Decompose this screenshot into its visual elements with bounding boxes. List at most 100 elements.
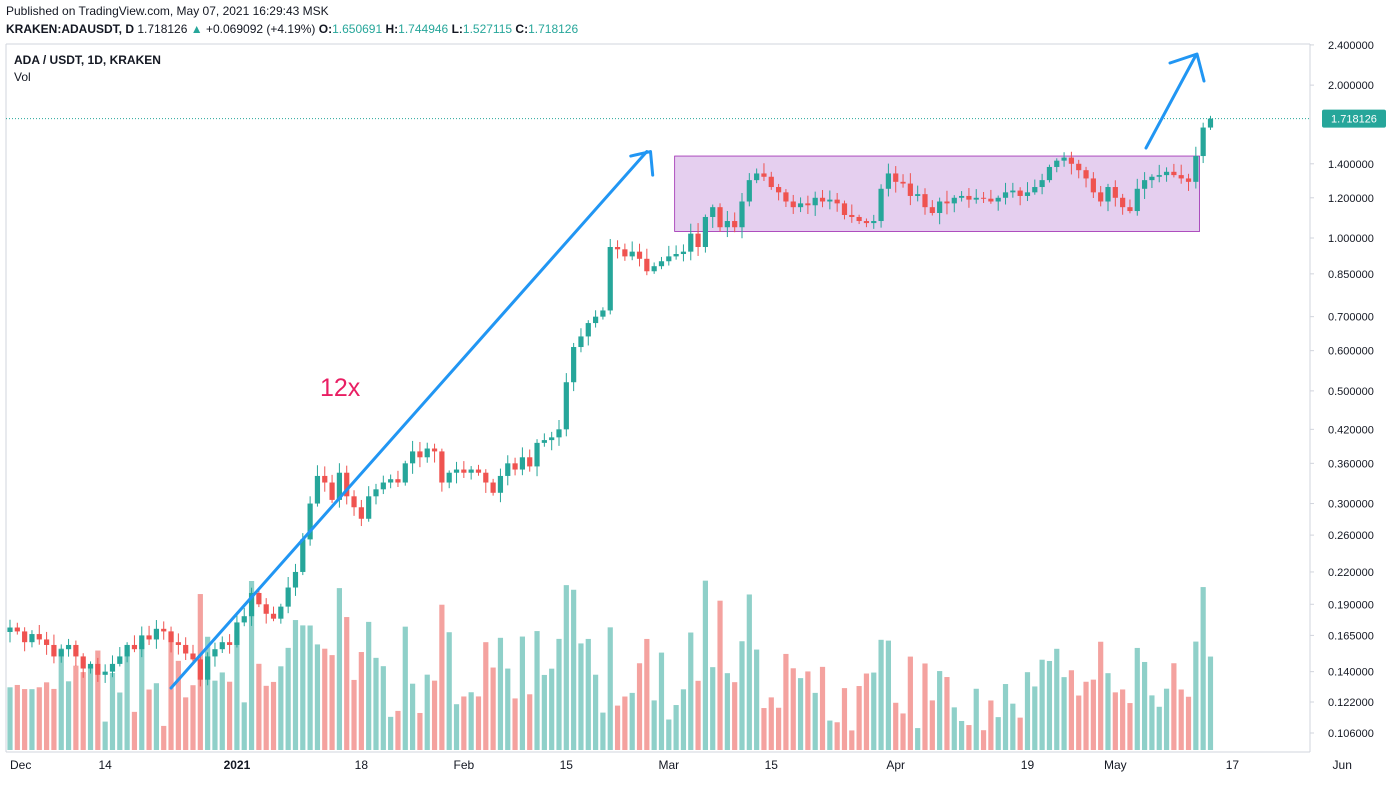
x-tick-label: 18 xyxy=(355,758,369,772)
volume-bar xyxy=(578,643,584,750)
volume-bar xyxy=(292,620,299,750)
candle-body xyxy=(995,197,1001,202)
high-label: H: xyxy=(385,22,399,36)
candle-body xyxy=(629,251,635,257)
candle-body xyxy=(937,201,943,214)
volume-bar xyxy=(1032,686,1038,750)
volume-bar xyxy=(724,673,730,750)
volume-bar xyxy=(270,681,277,750)
candle-body xyxy=(878,188,884,222)
volume-bar xyxy=(505,668,511,750)
candle-body xyxy=(475,469,482,473)
volume-bar xyxy=(417,712,423,750)
candle-body xyxy=(36,634,42,640)
volume-bar xyxy=(995,717,1001,750)
candle-body xyxy=(1098,192,1104,202)
x-tick-label: 2021 xyxy=(224,758,251,772)
volume-bar xyxy=(366,621,372,750)
x-tick-label: Feb xyxy=(453,758,474,772)
candle-body xyxy=(827,199,833,202)
candle-body xyxy=(161,628,167,632)
volume-bar xyxy=(212,680,218,750)
volume-bar xyxy=(424,674,430,750)
candle-body xyxy=(388,479,394,483)
volume-bar xyxy=(893,702,899,750)
low-label: L: xyxy=(451,22,463,36)
y-tick-label: 0.260000 xyxy=(1328,530,1374,542)
candle-body xyxy=(556,429,562,438)
volume-bar xyxy=(812,692,818,750)
candle-body xyxy=(644,258,650,272)
volume-bar xyxy=(329,655,335,750)
volume-bar xyxy=(117,692,123,750)
candle-body xyxy=(819,197,826,202)
candle-body xyxy=(190,653,196,660)
candle-body xyxy=(227,642,233,645)
volume-bar xyxy=(1054,648,1060,750)
volume-bar xyxy=(534,631,540,750)
candle-body xyxy=(446,472,452,483)
candle-body xyxy=(453,469,460,473)
x-tick-label: May xyxy=(1104,758,1127,772)
volume-bar xyxy=(871,672,877,750)
candle-body xyxy=(248,592,255,617)
volume-bar xyxy=(410,683,416,750)
volume-bar xyxy=(446,632,452,750)
candle-body xyxy=(571,347,577,383)
volume-bar xyxy=(1039,659,1045,750)
volume-bar xyxy=(988,700,994,750)
volume-bar xyxy=(248,581,255,750)
candle-body xyxy=(1002,192,1009,198)
up-arrow-icon: ▲ xyxy=(190,22,203,36)
change: +0.069092 (+4.19%) xyxy=(205,22,316,36)
volume-bar xyxy=(131,711,138,750)
candle-body xyxy=(841,203,848,215)
y-tick-label: 0.106000 xyxy=(1328,728,1374,740)
volume-bar xyxy=(58,648,64,750)
x-tick-label: Dec xyxy=(10,758,31,772)
y-tick-label: 0.360000 xyxy=(1328,458,1374,470)
candle-body xyxy=(278,606,284,619)
x-tick-label: Mar xyxy=(658,758,679,772)
volume-bar xyxy=(307,625,313,750)
candle-body xyxy=(900,181,906,184)
candle-body xyxy=(600,310,606,317)
high-value: 1.744946 xyxy=(398,22,449,36)
candle-body xyxy=(44,639,50,645)
volume-bar xyxy=(395,710,401,750)
volume-bar xyxy=(585,638,591,750)
volume-bar xyxy=(1149,695,1155,750)
trend-arrow-line xyxy=(169,150,649,690)
candle-body xyxy=(1076,163,1082,171)
candle-body xyxy=(1178,175,1184,179)
y-tick-label: 0.140000 xyxy=(1328,667,1374,679)
volume-bar xyxy=(929,700,935,750)
volume-bar xyxy=(761,708,767,750)
volume-bar xyxy=(1134,647,1140,750)
y-tick-label: 0.300000 xyxy=(1328,499,1374,511)
candle-body xyxy=(102,671,108,675)
candle-body xyxy=(212,649,218,657)
candle-body xyxy=(461,469,467,473)
candle-body xyxy=(1010,190,1016,193)
volume-bar xyxy=(497,637,504,750)
volume-bar xyxy=(732,682,738,750)
candle-body xyxy=(1024,192,1031,196)
volume-bar xyxy=(907,656,913,750)
volume-bar xyxy=(746,594,752,750)
projection-arrow-head xyxy=(1168,52,1206,83)
volume-bar xyxy=(856,686,862,750)
candle-body xyxy=(797,203,804,208)
candle-body xyxy=(117,656,123,664)
volume-bar xyxy=(146,689,152,750)
volume-bar xyxy=(190,685,196,750)
volume-bar xyxy=(1068,670,1074,750)
range-box xyxy=(674,155,1200,232)
candle-body xyxy=(944,201,950,204)
volume-bar xyxy=(168,631,174,750)
candle-body xyxy=(344,472,350,497)
open-value: 1.650691 xyxy=(332,22,383,36)
candle-body xyxy=(358,507,364,519)
volume-bar xyxy=(161,725,167,750)
